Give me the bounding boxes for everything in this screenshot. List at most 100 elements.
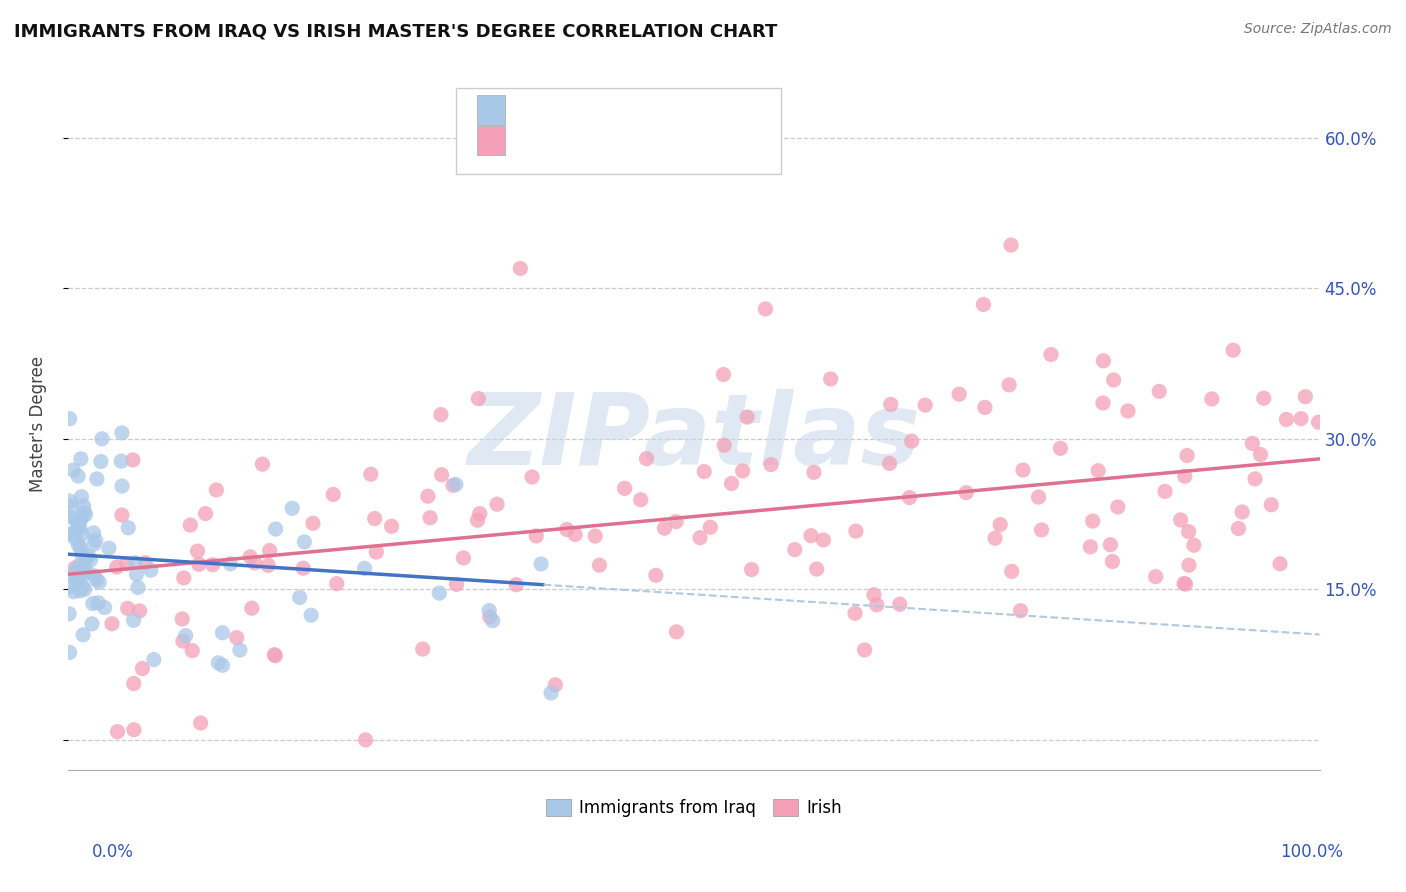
Point bbox=[1241, 436, 1264, 450]
Point bbox=[1173, 576, 1195, 591]
Point bbox=[70, 490, 93, 504]
Point bbox=[800, 529, 823, 543]
Point bbox=[644, 568, 666, 582]
Point bbox=[741, 563, 763, 577]
Point bbox=[67, 558, 90, 573]
Point bbox=[1222, 343, 1244, 358]
Point bbox=[188, 558, 211, 572]
Point bbox=[240, 601, 263, 615]
Point bbox=[63, 561, 86, 575]
Point bbox=[281, 501, 304, 516]
Point bbox=[73, 505, 96, 519]
Point bbox=[1294, 390, 1316, 404]
Point bbox=[80, 616, 103, 631]
Point bbox=[326, 576, 349, 591]
Point bbox=[735, 410, 758, 425]
Point bbox=[520, 470, 543, 484]
Point bbox=[1049, 442, 1071, 456]
Point bbox=[1028, 490, 1050, 504]
Point bbox=[1249, 448, 1271, 462]
Point bbox=[125, 567, 148, 582]
Point bbox=[468, 507, 491, 521]
Point bbox=[72, 580, 94, 594]
Point bbox=[69, 541, 91, 555]
Point bbox=[70, 547, 93, 561]
Point bbox=[555, 523, 578, 537]
Point bbox=[1012, 463, 1035, 477]
Point bbox=[481, 614, 503, 628]
Point bbox=[880, 397, 903, 411]
Point bbox=[72, 628, 94, 642]
Point bbox=[83, 525, 105, 540]
Point bbox=[67, 469, 90, 483]
Point bbox=[292, 561, 315, 575]
Point bbox=[900, 434, 922, 449]
Point bbox=[441, 478, 464, 492]
Point bbox=[257, 558, 280, 573]
Point bbox=[509, 261, 531, 276]
Point bbox=[478, 603, 501, 617]
Point bbox=[731, 464, 754, 478]
Point bbox=[1275, 412, 1298, 426]
Point bbox=[972, 297, 994, 311]
Point bbox=[354, 732, 377, 747]
Point bbox=[453, 551, 475, 566]
Point bbox=[853, 643, 876, 657]
Point bbox=[1170, 513, 1192, 527]
Point bbox=[1244, 472, 1267, 486]
Point bbox=[1091, 396, 1114, 410]
Point bbox=[211, 625, 233, 640]
Point bbox=[122, 676, 145, 690]
Point bbox=[207, 656, 229, 670]
Point bbox=[62, 584, 84, 599]
Point bbox=[444, 477, 467, 491]
Point bbox=[505, 577, 527, 591]
Point bbox=[1154, 484, 1177, 499]
Point bbox=[59, 494, 82, 508]
Point bbox=[67, 538, 90, 552]
Point bbox=[322, 487, 344, 501]
Point bbox=[363, 511, 385, 525]
Point bbox=[62, 525, 84, 540]
Point bbox=[69, 513, 91, 527]
Point bbox=[583, 529, 606, 543]
Text: N =  84: N = 84 bbox=[636, 101, 717, 120]
FancyBboxPatch shape bbox=[456, 87, 782, 175]
Point bbox=[866, 598, 889, 612]
Point bbox=[205, 483, 228, 497]
Point bbox=[211, 658, 233, 673]
Text: N = 150: N = 150 bbox=[636, 131, 723, 150]
Point bbox=[630, 492, 652, 507]
FancyBboxPatch shape bbox=[477, 126, 505, 155]
Point bbox=[91, 432, 114, 446]
Point bbox=[1308, 415, 1330, 429]
Text: R =  0.347: R = 0.347 bbox=[517, 131, 630, 150]
Point bbox=[67, 570, 90, 584]
Point bbox=[845, 524, 868, 538]
Point bbox=[127, 581, 149, 595]
Point bbox=[111, 508, 134, 522]
Point bbox=[419, 510, 441, 524]
Point bbox=[225, 631, 247, 645]
Point bbox=[1268, 557, 1291, 571]
Point bbox=[1080, 540, 1102, 554]
Point bbox=[134, 556, 156, 570]
Point bbox=[252, 457, 274, 471]
Point bbox=[56, 527, 79, 541]
Point bbox=[446, 577, 468, 591]
Point bbox=[665, 515, 688, 529]
Point bbox=[689, 531, 711, 545]
Point bbox=[111, 425, 134, 440]
Point bbox=[60, 569, 83, 583]
Point bbox=[105, 560, 128, 574]
Point bbox=[1001, 564, 1024, 578]
Point bbox=[1102, 373, 1125, 387]
Point bbox=[70, 527, 93, 541]
Point bbox=[412, 642, 434, 657]
Point bbox=[754, 301, 776, 316]
Point bbox=[239, 549, 262, 564]
Point bbox=[467, 392, 489, 406]
Point bbox=[984, 531, 1007, 545]
Point bbox=[806, 562, 828, 576]
Point bbox=[302, 516, 325, 531]
